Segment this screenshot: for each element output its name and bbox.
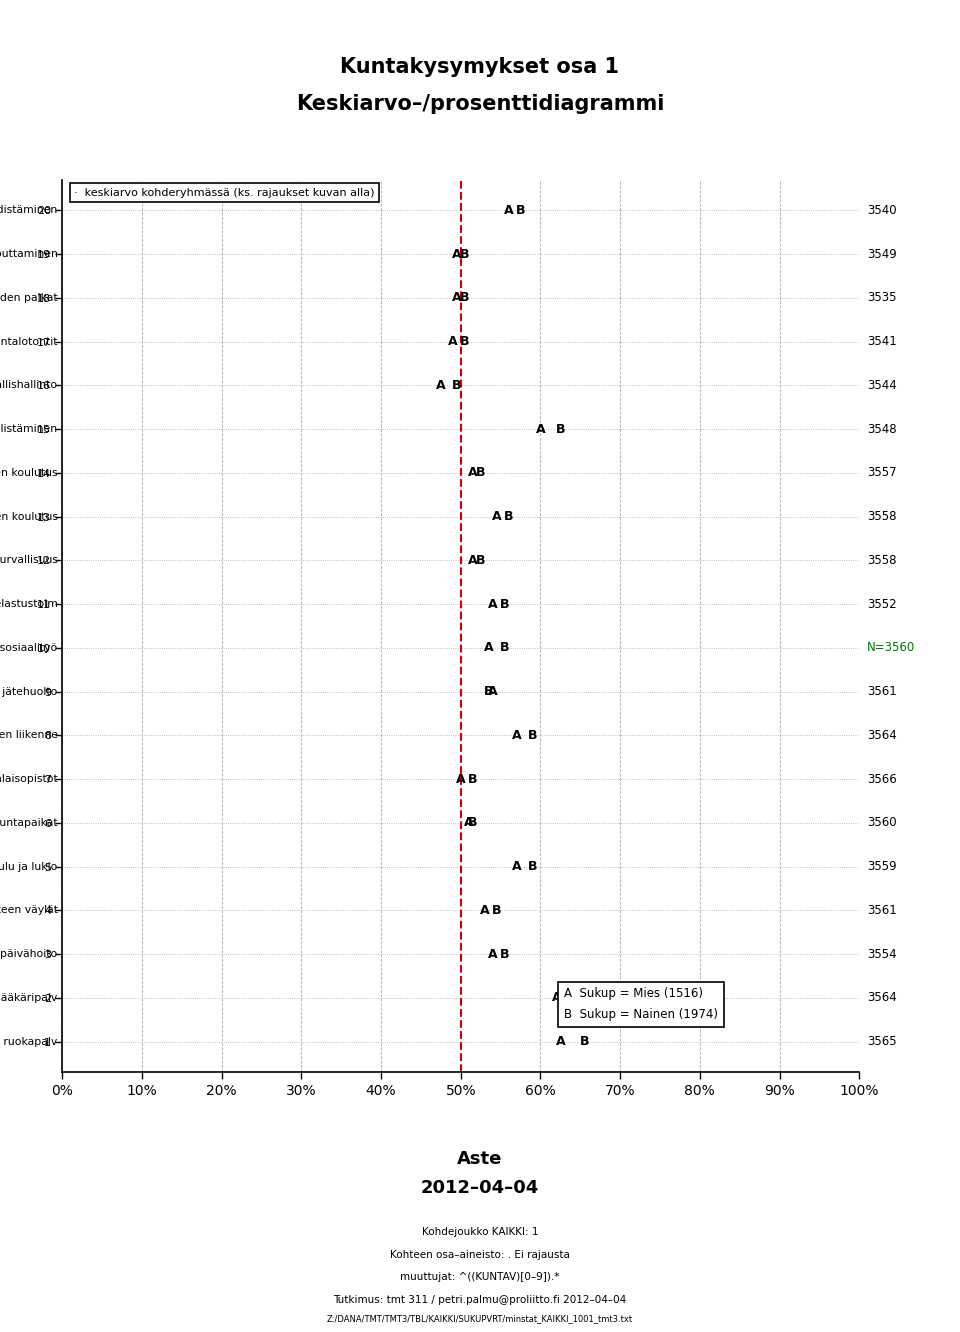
Text: B: B — [460, 248, 469, 261]
Text: B: B — [580, 1035, 589, 1048]
Text: B: B — [492, 904, 501, 916]
Text: B: B — [516, 204, 525, 217]
Text: Kuntaverojen kohd: Kaavoitus ja pientalotontit: Kuntaverojen kohd: Kaavoitus ja pientalo… — [0, 337, 58, 346]
Text: Kuntaverojen kohd: Lasten päivähoito: Kuntaverojen kohd: Lasten päivähoito — [0, 950, 58, 959]
Text: B: B — [476, 554, 486, 567]
Text: Kohteen osa–aineisto: . Ei rajausta: Kohteen osa–aineisto: . Ei rajausta — [390, 1249, 570, 1260]
Text: B: B — [468, 773, 477, 786]
Text: 3544: 3544 — [867, 378, 897, 392]
Text: Keskiarvo–/prosenttidiagrammi: Keskiarvo–/prosenttidiagrammi — [296, 93, 664, 115]
Text: A: A — [452, 248, 462, 261]
Text: A: A — [468, 466, 477, 480]
Text: B: B — [468, 817, 477, 830]
Text: A: A — [452, 292, 462, 305]
Text: A: A — [488, 685, 497, 698]
Text: 3561: 3561 — [867, 685, 897, 698]
Text: 3560: 3560 — [867, 817, 897, 830]
Text: Kuntaverojen kohd: Liikuntapaikat: Kuntaverojen kohd: Liikuntapaikat — [0, 818, 58, 829]
Text: A: A — [436, 378, 445, 392]
Text: B: B — [528, 860, 538, 874]
Text: 3548: 3548 — [867, 422, 897, 436]
Text: B: B — [576, 991, 585, 1004]
Text: Kuntaverojen kohd: Peruskoulu ja lukio: Kuntaverojen kohd: Peruskoulu ja lukio — [0, 862, 58, 871]
Text: 3559: 3559 — [867, 860, 897, 874]
Text: A  Sukup = Mies (1516)
B  Sukup = Nainen (1974): A Sukup = Mies (1516) B Sukup = Nainen (… — [564, 987, 718, 1022]
Text: Kuntaverojen kohd: Kunnallishallinto: Kuntaverojen kohd: Kunnallishallinto — [0, 381, 58, 390]
Text: A: A — [448, 336, 458, 348]
Text: 3540: 3540 — [867, 204, 897, 217]
Text: A: A — [512, 729, 521, 742]
Text: Kuntaverojen kohd: Työttömien työllistäminen: Kuntaverojen kohd: Työttömien työllistäm… — [0, 424, 58, 434]
Text: A: A — [456, 773, 466, 786]
Text: ·  keskiarvo kohderyhmässä (ks. rajaukset kuvan alla): · keskiarvo kohderyhmässä (ks. rajaukset… — [74, 188, 374, 198]
Text: B: B — [484, 685, 493, 698]
Text: Kuntaverojen kohd: Vanhusten kotihoito ja ruokapalv: Kuntaverojen kohd: Vanhusten kotihoito j… — [0, 1036, 58, 1047]
Text: B: B — [460, 336, 469, 348]
Text: Kuntaverojen kohd: Terveyskeskus ja lääkäripalv: Kuntaverojen kohd: Terveyskeskus ja lääk… — [0, 992, 58, 1003]
Text: B: B — [556, 422, 565, 436]
Text: 3535: 3535 — [867, 292, 897, 305]
Text: B: B — [500, 598, 510, 610]
Text: B: B — [500, 947, 510, 960]
Text: A: A — [484, 642, 493, 654]
Text: 3566: 3566 — [867, 773, 897, 786]
Text: Kuntaverojen kohd: Toimeentulotuki ja sosiaalityö: Kuntaverojen kohd: Toimeentulotuki ja so… — [0, 643, 58, 653]
Text: Kuntaverojen kohd: Sairaankuljetus ja pelastustoim: Kuntaverojen kohd: Sairaankuljetus ja pe… — [0, 599, 58, 609]
Text: A: A — [488, 947, 497, 960]
Text: B: B — [452, 378, 462, 392]
Text: Kuntaverojen kohd: Ympäristön siisteys ja turvallisuus: Kuntaverojen kohd: Ympäristön siisteys j… — [0, 555, 58, 565]
Text: A: A — [488, 598, 497, 610]
Text: A: A — [492, 510, 501, 523]
Text: 3561: 3561 — [867, 904, 897, 916]
Text: Kuntaverojen kohd: Yritystoiminnan edistäminen: Kuntaverojen kohd: Yritystoiminnan edist… — [0, 205, 58, 216]
Text: 3557: 3557 — [867, 466, 897, 480]
Text: Kuntaverojen kohd: Nuorten ammatillinen koulutus: Kuntaverojen kohd: Nuorten ammatillinen … — [0, 511, 58, 522]
Text: A: A — [552, 991, 562, 1004]
Text: 3549: 3549 — [867, 248, 897, 261]
Text: 3554: 3554 — [867, 947, 897, 960]
Text: A: A — [556, 1035, 565, 1048]
Text: A: A — [512, 860, 521, 874]
Text: muuttujat: ^((KUNTAV)[0–9]).*: muuttujat: ^((KUNTAV)[0–9]).* — [400, 1272, 560, 1283]
Text: B: B — [504, 510, 514, 523]
Text: Kuntaverojen kohd: Katujen hoito ja jätehuolto: Kuntaverojen kohd: Katujen hoito ja jäte… — [0, 687, 58, 697]
Text: 3552: 3552 — [867, 598, 897, 610]
Text: Z:/DANA/TMT/TMT3/TBL/KAIKKI/SUKUPVRT/minstat_KAIKKI_1001_tmt3.txt: Z:/DANA/TMT/TMT3/TBL/KAIKKI/SUKUPVRT/min… — [327, 1315, 633, 1323]
Text: 3558: 3558 — [867, 554, 897, 567]
Text: A: A — [536, 422, 545, 436]
Text: Kuntaverojen kohd: Maahanmuuttajien kotouttaminen: Kuntaverojen kohd: Maahanmuuttajien koto… — [0, 249, 58, 260]
Text: 3558: 3558 — [867, 510, 897, 523]
Text: N=3560: N=3560 — [867, 642, 915, 654]
Text: B: B — [528, 729, 538, 742]
Text: A: A — [504, 204, 514, 217]
Text: Tutkimus: tmt 311 / petri.palmu@proliitto.fi 2012–04–04: Tutkimus: tmt 311 / petri.palmu@proliitt… — [333, 1295, 627, 1305]
Text: Kuntaverojen kohd: Aikuisten ammatillinen koulutus: Kuntaverojen kohd: Aikuisten ammatilline… — [0, 468, 58, 478]
Text: Kohdejoukko KAIKKI: 1: Kohdejoukko KAIKKI: 1 — [421, 1227, 539, 1237]
Text: A: A — [480, 904, 490, 916]
Text: A: A — [468, 554, 477, 567]
Text: Aste: Aste — [457, 1150, 503, 1168]
Text: Kuntaverojen kohd: Julkinen liikenne: Kuntaverojen kohd: Julkinen liikenne — [0, 730, 58, 741]
Text: B: B — [460, 292, 469, 305]
Text: Kuntakysymykset osa 1: Kuntakysymykset osa 1 — [341, 56, 619, 77]
Text: A: A — [464, 817, 473, 830]
Text: B: B — [500, 642, 510, 654]
Text: Kuntaverojen kohd: Kunnan työntekijöiden palkat: Kuntaverojen kohd: Kunnan työntekijöiden… — [0, 293, 58, 302]
Text: Kuntaverojen kohd: Kevyenliikenteen väylät: Kuntaverojen kohd: Kevyenliikenteen väyl… — [0, 906, 58, 915]
Text: 3564: 3564 — [867, 729, 897, 742]
Text: 3564: 3564 — [867, 991, 897, 1004]
Text: B: B — [476, 466, 486, 480]
Text: Kuntaverojen kohd: Kirjastot ja kansalaisopistot: Kuntaverojen kohd: Kirjastot ja kansalai… — [0, 774, 58, 785]
Text: 3565: 3565 — [867, 1035, 897, 1048]
Text: 3541: 3541 — [867, 336, 897, 348]
Text: 2012–04–04: 2012–04–04 — [420, 1179, 540, 1197]
